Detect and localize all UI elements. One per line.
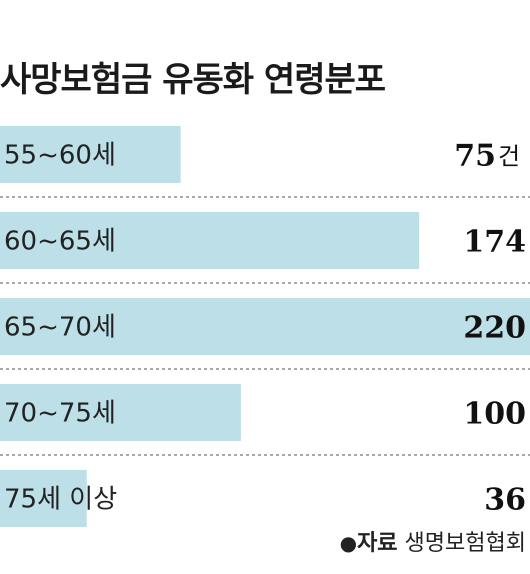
bar xyxy=(0,298,530,355)
value-label: 220 xyxy=(463,311,526,346)
value-label: 174 xyxy=(463,225,526,260)
source-prefix: 자료 xyxy=(357,531,398,556)
bar xyxy=(0,212,420,269)
category-label: 55~60세 xyxy=(4,141,116,171)
value-label: 100 xyxy=(463,397,526,432)
bar xyxy=(0,470,87,527)
bullet-icon: ● xyxy=(339,531,358,555)
unit-label: 건 xyxy=(498,143,520,171)
category-label: 70~75세 xyxy=(4,399,116,429)
value-label: 36 xyxy=(484,483,526,518)
bar xyxy=(0,126,181,183)
value-label: 75 xyxy=(454,139,496,174)
source-note: ●자료 생명보험협회 xyxy=(340,525,526,557)
category-label: 65~70세 xyxy=(4,313,116,343)
chart-title: 사망보험금 유동화 연령분포 xyxy=(0,60,386,100)
source-text: 생명보험협회 xyxy=(404,531,526,556)
category-label: 75세 이상 xyxy=(4,485,117,515)
category-label: 60~65세 xyxy=(4,227,116,257)
bar xyxy=(0,384,241,441)
